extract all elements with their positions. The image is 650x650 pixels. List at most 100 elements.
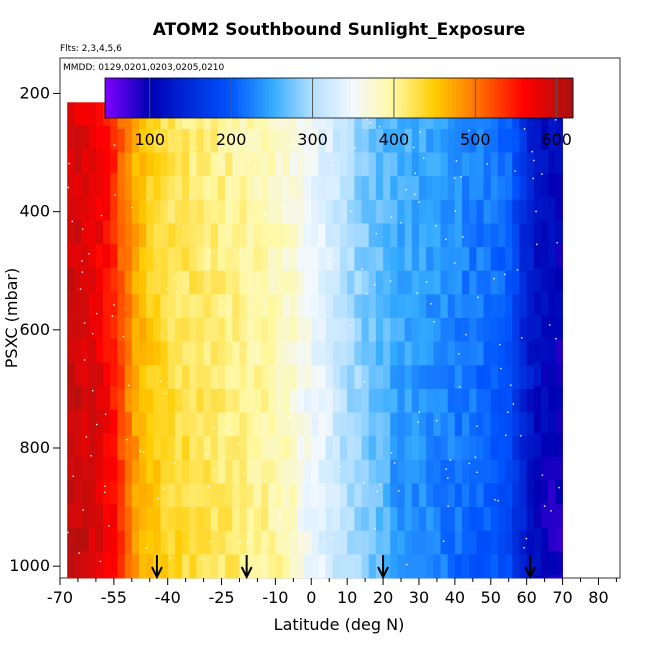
track-dot (223, 429, 225, 432)
track-dot (468, 462, 470, 465)
heatmap-cell (253, 318, 262, 343)
heatmap-cell (426, 294, 434, 319)
heatmap-cell (533, 149, 542, 174)
heatmap-cell (541, 338, 549, 363)
heatmap-cell (203, 341, 212, 366)
heatmap-cell (512, 223, 520, 248)
track-dot (499, 343, 501, 346)
heatmap-cell (67, 267, 75, 292)
heatmap-cell (81, 244, 90, 269)
colorbar-segment (300, 78, 305, 118)
heatmap-cell (282, 436, 291, 461)
heatmap-cell (239, 436, 248, 461)
heatmap-cell (512, 152, 520, 177)
heatmap-cell (117, 176, 126, 201)
heatmap-cell (340, 436, 348, 461)
heatmap-cell (103, 362, 111, 387)
heatmap-cell (282, 247, 291, 272)
colorbar-segment (432, 78, 437, 118)
heatmap-cell (426, 128, 434, 153)
heatmap-cell (67, 551, 75, 576)
heatmap-cell (160, 270, 169, 295)
heatmap-cell (131, 365, 140, 390)
heatmap-cell (383, 436, 391, 461)
track-dot (460, 176, 462, 178)
heatmap-cell (318, 388, 327, 413)
heatmap-cell (318, 483, 327, 508)
heatmap-cell (239, 483, 248, 508)
heatmap-cell (261, 412, 269, 437)
heatmap-cell (418, 436, 427, 461)
track-dot (378, 125, 381, 128)
heatmap-cell (239, 199, 248, 224)
heatmap-cell (483, 483, 492, 508)
heatmap-cell (447, 270, 456, 295)
track-dot (445, 468, 447, 470)
heatmap-cell (74, 244, 82, 269)
heatmap-cell (74, 456, 82, 481)
heatmap-cell (555, 433, 563, 458)
heatmap-cell (361, 199, 370, 224)
heatmap-cell (505, 436, 513, 461)
track-dot (287, 416, 290, 419)
heatmap-cell (368, 412, 377, 437)
heatmap-cell (454, 459, 463, 484)
heatmap-cell (390, 247, 398, 272)
colorbar-segment (206, 78, 211, 118)
heatmap-cell (332, 554, 341, 579)
heatmap-cell (275, 318, 283, 343)
heatmap-cell (325, 294, 334, 319)
track-dot (264, 368, 266, 370)
heatmap-cell (555, 362, 563, 387)
heatmap-cell (131, 459, 140, 484)
heatmap-cell (490, 318, 499, 343)
heatmap-cell (196, 412, 204, 437)
heatmap-cell (340, 341, 348, 366)
heatmap-cell (548, 149, 556, 174)
colorbar-segment (198, 78, 203, 118)
colorbar-segment (210, 78, 215, 118)
heatmap-cell (225, 223, 233, 248)
track-dot (72, 475, 74, 477)
heatmap-cell (217, 483, 226, 508)
heatmap-cell (526, 530, 535, 555)
heatmap-cell (160, 247, 169, 272)
heatmap-cell (440, 247, 449, 272)
heatmap-cell (548, 315, 556, 340)
heatmap-cell (182, 436, 190, 461)
heatmap-cell (246, 436, 255, 461)
heatmap-cell (217, 270, 226, 295)
track-dot (308, 338, 310, 340)
heatmap-cell (275, 412, 283, 437)
track-dot (412, 146, 415, 149)
heatmap-cell (404, 176, 413, 201)
heatmap-cell (512, 412, 520, 437)
heatmap-cell (332, 270, 341, 295)
colorbar-segment (112, 78, 118, 118)
heatmap-cell (182, 341, 190, 366)
colorbar-segment (479, 78, 484, 118)
heatmap-cell (519, 176, 528, 201)
heatmap-cell (95, 504, 104, 529)
heatmap-cell (232, 176, 240, 201)
heatmap-cell (433, 530, 441, 555)
track-dot (389, 280, 392, 282)
heatmap-cell (512, 176, 520, 201)
track-dot (258, 180, 261, 183)
heatmap-cell (67, 196, 75, 221)
heatmap-cell (160, 459, 169, 484)
heatmap-cell (304, 341, 312, 366)
heatmap-cell (397, 270, 406, 295)
heatmap-cell (210, 507, 219, 532)
heatmap-cell (347, 483, 355, 508)
heatmap-cell (67, 149, 75, 174)
heatmap-cell (433, 388, 441, 413)
heatmap-cell (404, 341, 413, 366)
heatmap-cell (232, 294, 240, 319)
heatmap-cell (253, 412, 262, 437)
heatmap-cell (447, 388, 456, 413)
heatmap-cell (354, 152, 362, 177)
track-dot (167, 324, 169, 326)
heatmap-cell (433, 294, 441, 319)
